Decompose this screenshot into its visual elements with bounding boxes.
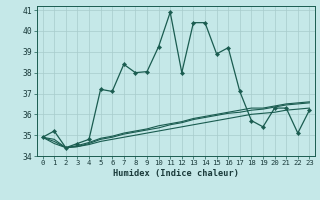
X-axis label: Humidex (Indice chaleur): Humidex (Indice chaleur) [113,169,239,178]
